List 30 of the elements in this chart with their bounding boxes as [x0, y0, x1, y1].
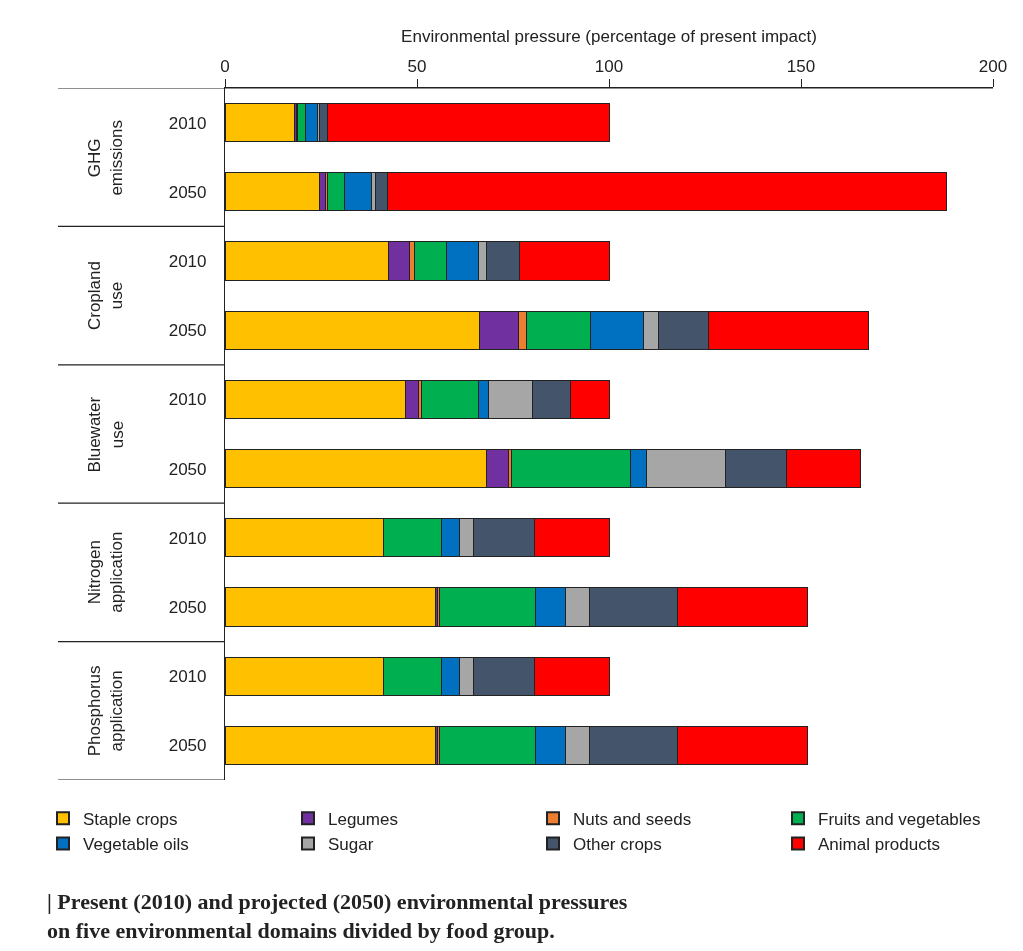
- x-tick-label: 150: [786, 57, 816, 77]
- text: Phosphorus application: [84, 665, 126, 757]
- y-tick-label: 2010: [168, 251, 207, 271]
- x-axis-title: Environmental pressure (percentage of present impact): [401, 26, 817, 46]
- x-tick-label: 100: [594, 57, 624, 77]
- legend-label: Nuts and seeds: [573, 809, 692, 829]
- y-tick-label: 2050: [168, 182, 207, 202]
- x-tick-label: 200: [978, 57, 1008, 77]
- legend-label: Sugar: [328, 835, 374, 855]
- legend-label: Staple crops: [83, 809, 178, 829]
- legend-label: Vegetable oils: [83, 835, 189, 855]
- y-tick-label: 2050: [168, 459, 207, 479]
- y-tick-label: 2050: [168, 736, 207, 756]
- y-tick-label: 2050: [168, 597, 207, 617]
- text: | Present (2010) and projected (2050) environmental pressures on five environmental domains divided by food group.: [47, 889, 628, 943]
- y-tick-label: 2010: [168, 113, 207, 133]
- y-tick-label: 2010: [168, 390, 207, 410]
- legend-label: Animal products: [818, 835, 940, 855]
- legend-label: Other crops: [573, 835, 662, 855]
- legend-label: Fruits and vegetables: [818, 809, 981, 829]
- x-tick-label: 50: [407, 57, 427, 77]
- text: Nitrogen application: [85, 531, 127, 613]
- y-tick-label: 2050: [168, 321, 207, 341]
- y-tick-label: 2010: [168, 667, 207, 687]
- text: Cropland use: [84, 261, 126, 331]
- text: GHG emissions: [85, 120, 127, 196]
- y-tick-label: 2010: [168, 528, 207, 548]
- legend-label: Legumes: [328, 809, 398, 829]
- text: Bluewater use: [85, 396, 127, 473]
- x-tick-label: 0: [220, 57, 230, 77]
